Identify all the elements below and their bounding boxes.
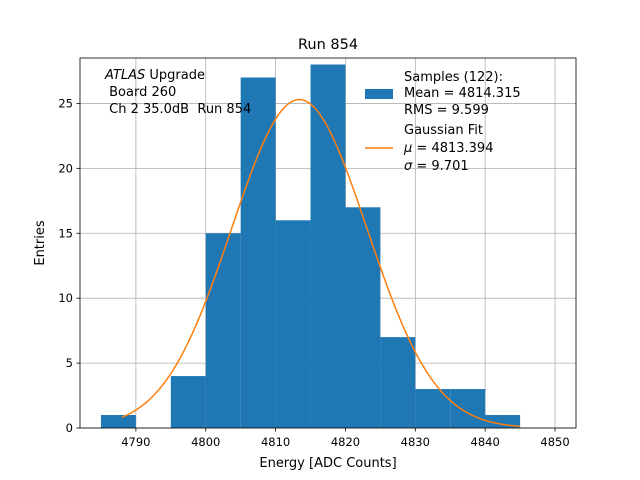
histogram-bar	[450, 389, 485, 428]
y-tick-label: 0	[66, 421, 73, 435]
legend-samples-rms: RMS = 9.599	[404, 103, 489, 118]
x-tick-label: 4790	[121, 435, 150, 449]
y-tick-label: 25	[58, 96, 73, 110]
annotation-upgrade: Upgrade	[145, 68, 205, 83]
y-tick-label: 10	[58, 291, 73, 305]
histogram-bar	[345, 207, 380, 428]
annotation-line-2: Board 260	[105, 85, 176, 100]
histogram-bar	[380, 337, 415, 428]
annotation-line-3: Ch 2 35.0dB Run 854	[105, 102, 251, 117]
y-tick-label: 5	[66, 356, 73, 370]
histogram-bar	[241, 77, 276, 428]
y-axis-label: Entries	[33, 220, 48, 266]
histogram-bar	[101, 415, 136, 428]
histogram-bar	[206, 233, 241, 428]
x-axis-label: Energy [ADC Counts]	[259, 456, 396, 471]
x-tick-label: 4800	[191, 435, 220, 449]
y-tick-label: 20	[58, 161, 73, 175]
legend-samples-title: Samples (122):	[404, 70, 503, 85]
legend-samples-mean: Mean = 4814.315	[404, 86, 521, 101]
legend-fit-sigma: σ = 9.701	[404, 159, 469, 174]
legend-fit-mu: μ = 4813.394	[403, 141, 493, 156]
x-tick-label: 4810	[261, 435, 290, 449]
legend-mu-value: = 4813.394	[412, 141, 493, 156]
histogram-bar	[171, 376, 206, 428]
x-tick-label: 4830	[401, 435, 430, 449]
histogram-bar	[276, 220, 311, 428]
x-tick-label: 4840	[471, 435, 500, 449]
x-tick-label: 4820	[331, 435, 360, 449]
legend-sigma-value: = 9.701	[412, 159, 468, 174]
y-tick-label: 15	[58, 226, 73, 240]
annotation-atlas: ATLAS	[104, 68, 145, 83]
legend-mu-symbol: μ	[403, 141, 412, 156]
histogram-bar	[311, 64, 346, 428]
legend-fit-title: Gaussian Fit	[404, 123, 483, 138]
x-tick-label: 4850	[540, 435, 569, 449]
legend-samples-swatch	[365, 89, 393, 99]
chart-title: Run 854	[298, 37, 358, 53]
annotation-line-1: ATLAS Upgrade	[104, 68, 205, 83]
histogram-chart: 4790 4800 4810 4820 4830 4840 4850 0510152025 …	[0, 0, 640, 480]
